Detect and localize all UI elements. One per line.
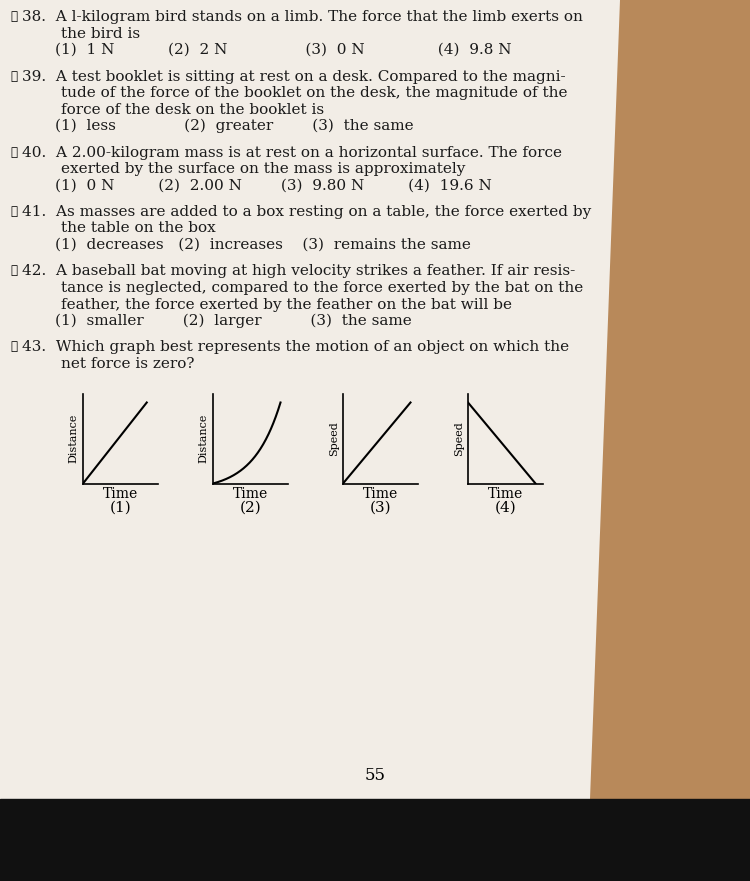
Y-axis label: Speed: Speed (328, 421, 339, 455)
Text: (3): (3) (370, 500, 392, 515)
Bar (0, 799, 750, 881)
Text: ★: ★ (10, 70, 17, 83)
Text: (1)  decreases   (2)  increases    (3)  remains the same: (1) decreases (2) increases (3) remains … (55, 238, 471, 252)
Text: (1)  0 N         (2)  2.00 N        (3)  9.80 N         (4)  19.6 N: (1) 0 N (2) 2.00 N (3) 9.80 N (4) 19.6 N (55, 179, 492, 193)
Text: 39.  A test booklet is sitting at rest on a desk. Compared to the magni-: 39. A test booklet is sitting at rest on… (22, 70, 566, 84)
Y-axis label: Speed: Speed (454, 421, 464, 455)
Text: (1)  less              (2)  greater        (3)  the same: (1) less (2) greater (3) the same (55, 119, 414, 133)
Text: ★: ★ (10, 145, 17, 159)
Text: net force is zero?: net force is zero? (22, 357, 194, 371)
Text: Time: Time (488, 486, 524, 500)
Text: feather, the force exerted by the feather on the bat will be: feather, the force exerted by the feathe… (22, 298, 512, 312)
Y-axis label: Distance: Distance (199, 414, 208, 463)
Text: (1)  smaller        (2)  larger          (3)  the same: (1) smaller (2) larger (3) the same (55, 314, 412, 329)
Text: ★: ★ (10, 10, 17, 23)
Text: (1): (1) (110, 500, 131, 515)
Text: tude of the force of the booklet on the desk, the magnitude of the: tude of the force of the booklet on the … (22, 86, 568, 100)
Text: Time: Time (363, 486, 398, 500)
Text: ★: ★ (10, 264, 17, 278)
Text: (4): (4) (495, 500, 516, 515)
Text: ★: ★ (10, 205, 17, 218)
Text: the bird is: the bird is (22, 26, 140, 41)
Text: ★: ★ (10, 340, 17, 353)
Text: Time: Time (232, 486, 268, 500)
Text: (2): (2) (240, 500, 261, 515)
Polygon shape (0, 0, 620, 799)
Text: exerted by the surface on the mass is approximately: exerted by the surface on the mass is ap… (22, 162, 465, 176)
Text: Time: Time (103, 486, 138, 500)
Text: the table on the box: the table on the box (22, 221, 216, 235)
Text: 40.  A 2.00-kilogram mass is at rest on a horizontal surface. The force: 40. A 2.00-kilogram mass is at rest on a… (22, 145, 562, 159)
Text: 42.  A baseball bat moving at high velocity strikes a feather. If air resis-: 42. A baseball bat moving at high veloci… (22, 264, 575, 278)
Text: tance is neglected, compared to the force exerted by the bat on the: tance is neglected, compared to the forc… (22, 281, 584, 295)
Text: 55: 55 (364, 767, 386, 784)
Text: (1)  1 N           (2)  2 N                (3)  0 N               (4)  9.8 N: (1) 1 N (2) 2 N (3) 0 N (4) 9.8 N (55, 43, 512, 57)
Y-axis label: Distance: Distance (69, 414, 79, 463)
Text: 41.  As masses are added to a box resting on a table, the force exerted by: 41. As masses are added to a box resting… (22, 205, 591, 219)
Text: force of the desk on the booklet is: force of the desk on the booklet is (22, 102, 324, 116)
Text: 38.  A l-kilogram bird stands on a limb. The force that the limb exerts on: 38. A l-kilogram bird stands on a limb. … (22, 10, 583, 24)
Text: 43.  Which graph best represents the motion of an object on which the: 43. Which graph best represents the moti… (22, 340, 569, 354)
